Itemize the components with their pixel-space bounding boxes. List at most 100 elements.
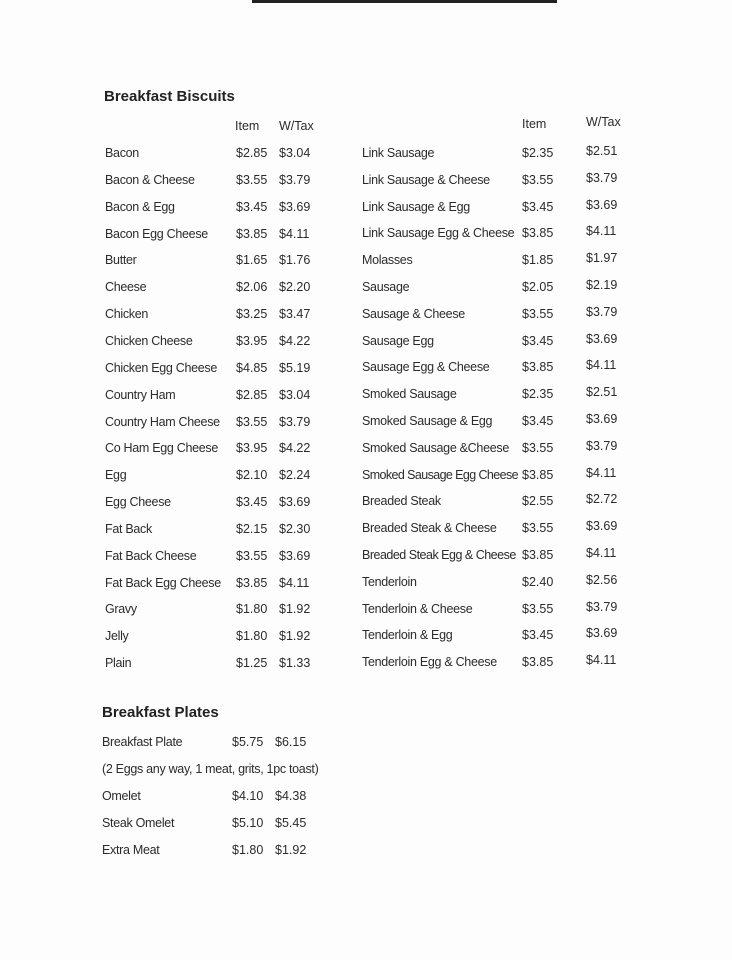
plates-item-name: Breakfast Plate bbox=[102, 735, 183, 749]
right-item-price: $2.35 bbox=[522, 146, 554, 160]
left-item-name: Country Ham bbox=[105, 388, 176, 402]
left-item-name: Plain bbox=[105, 656, 132, 670]
right-item-price-with-tax: $2.72 bbox=[586, 492, 618, 506]
right-item-price-with-tax: $3.69 bbox=[586, 626, 618, 640]
left-item-name: Chicken bbox=[105, 307, 149, 321]
right-item-price-with-tax: $3.69 bbox=[586, 412, 618, 426]
left-item-name: Egg Cheese bbox=[105, 495, 171, 509]
left-item-price: $1.80 bbox=[236, 629, 268, 643]
right-item-name: Breaded Steak bbox=[362, 494, 441, 508]
left-item-price: $1.80 bbox=[236, 602, 268, 616]
biscuits-title: Breakfast Biscuits bbox=[104, 88, 235, 105]
right-item-price-with-tax: $3.69 bbox=[586, 198, 618, 212]
right-item-name: Smoked Sausage & Egg bbox=[362, 414, 493, 428]
right-item-name: Tenderloin Egg & Cheese bbox=[362, 655, 497, 669]
right-item-price-with-tax: $3.79 bbox=[586, 439, 618, 453]
right-item-price: $3.85 bbox=[522, 360, 554, 374]
left-item-price-with-tax: $3.69 bbox=[279, 200, 311, 214]
left-item-price: $2.85 bbox=[236, 146, 268, 160]
right-item-price: $3.45 bbox=[522, 628, 554, 642]
right-item-price-with-tax: $3.79 bbox=[586, 305, 618, 319]
left-item-name: Fat Back Cheese bbox=[105, 549, 197, 563]
left-item-price: $1.65 bbox=[236, 253, 268, 267]
left-item-price: $4.85 bbox=[236, 361, 268, 375]
plates-item-name: Extra Meat bbox=[102, 843, 160, 857]
left-item-price: $2.10 bbox=[236, 468, 268, 482]
left-item-price: $3.85 bbox=[236, 576, 268, 590]
left-item-price-with-tax: $3.04 bbox=[279, 146, 311, 160]
right-item-price-with-tax: $4.11 bbox=[586, 546, 617, 560]
right-item-name: Smoked Sausage bbox=[362, 387, 457, 401]
plates-item-price: $4.10 bbox=[232, 789, 264, 803]
right-item-price-with-tax: $4.11 bbox=[586, 358, 617, 372]
right-item-price-with-tax: $2.19 bbox=[586, 278, 618, 292]
right-item-name: Molasses bbox=[362, 253, 413, 267]
left-item-name: Country Ham Cheese bbox=[105, 415, 220, 429]
right-item-price-with-tax: $2.51 bbox=[586, 144, 618, 158]
right-header-tax: W/Tax bbox=[586, 115, 621, 129]
right-item-price: $3.55 bbox=[522, 441, 554, 455]
left-item-price-with-tax: $3.47 bbox=[279, 307, 311, 321]
left-item-price-with-tax: $3.69 bbox=[279, 549, 311, 563]
left-item-name: Bacon Egg Cheese bbox=[105, 227, 208, 241]
right-item-name: Smoked Sausage Egg Cheese bbox=[362, 468, 519, 482]
plates-item-price-with-tax: $1.92 bbox=[275, 843, 307, 857]
right-item-name: Link Sausage & Cheese bbox=[362, 173, 490, 187]
right-item-price: $3.85 bbox=[522, 548, 554, 562]
left-item-price: $2.15 bbox=[236, 522, 268, 536]
plates-item-price: $5.10 bbox=[232, 816, 264, 830]
right-item-price: $2.55 bbox=[522, 494, 554, 508]
left-item-name: Butter bbox=[105, 253, 137, 267]
left-item-price-with-tax: $2.24 bbox=[279, 468, 311, 482]
right-item-price: $3.45 bbox=[522, 414, 554, 428]
left-item-price-with-tax: $3.04 bbox=[279, 388, 311, 402]
left-item-price-with-tax: $1.76 bbox=[279, 253, 311, 267]
right-item-name: Sausage Egg bbox=[362, 334, 434, 348]
left-item-name: Fat Back bbox=[105, 522, 152, 536]
right-item-price-with-tax: $3.69 bbox=[586, 332, 618, 346]
right-item-name: Sausage bbox=[362, 280, 410, 294]
left-item-name: Bacon & Cheese bbox=[105, 173, 195, 187]
right-item-name: Sausage & Cheese bbox=[362, 307, 465, 321]
right-item-price-with-tax: $3.69 bbox=[586, 519, 618, 533]
left-item-name: Chicken Egg Cheese bbox=[105, 361, 218, 375]
left-item-name: Bacon bbox=[105, 146, 139, 160]
plates-item-price-with-tax: $4.38 bbox=[275, 789, 307, 803]
left-item-price-with-tax: $3.79 bbox=[279, 415, 311, 429]
left-item-price-with-tax: $3.69 bbox=[279, 495, 311, 509]
right-item-price-with-tax: $4.11 bbox=[586, 466, 617, 480]
right-item-price: $2.05 bbox=[522, 280, 554, 294]
plates-item-name: (2 Eggs any way, 1 meat, grits, 1pc toas… bbox=[102, 762, 319, 776]
right-item-name: Link Sausage & Egg bbox=[362, 200, 470, 214]
plates-item-price: $5.75 bbox=[232, 735, 264, 749]
right-item-name: Sausage Egg & Cheese bbox=[362, 360, 490, 374]
right-item-price: $1.85 bbox=[522, 253, 554, 267]
left-item-price-with-tax: $2.30 bbox=[279, 522, 311, 536]
right-item-price-with-tax: $3.79 bbox=[586, 171, 618, 185]
left-item-price-with-tax: $3.79 bbox=[279, 173, 311, 187]
right-item-price-with-tax: $4.11 bbox=[586, 653, 617, 667]
left-item-name: Bacon & Egg bbox=[105, 200, 175, 214]
left-item-price-with-tax: $1.92 bbox=[279, 629, 311, 643]
left-item-price-with-tax: $4.22 bbox=[279, 441, 311, 455]
right-item-price: $3.85 bbox=[522, 468, 554, 482]
plates-item-price-with-tax: $6.15 bbox=[275, 735, 307, 749]
right-item-price: $3.85 bbox=[522, 226, 554, 240]
left-item-price-with-tax: $1.33 bbox=[279, 656, 311, 670]
left-item-name: Fat Back Egg Cheese bbox=[105, 576, 221, 590]
right-item-price-with-tax: $1.97 bbox=[586, 251, 618, 265]
left-item-price: $3.25 bbox=[236, 307, 268, 321]
left-item-price-with-tax: $2.20 bbox=[279, 280, 311, 294]
right-item-name: Breaded Steak & Cheese bbox=[362, 521, 497, 535]
right-item-price-with-tax: $2.51 bbox=[586, 385, 618, 399]
left-item-price: $3.45 bbox=[236, 495, 268, 509]
left-item-price: $3.55 bbox=[236, 173, 268, 187]
plates-item-price: $1.80 bbox=[232, 843, 264, 857]
right-item-name: Breaded Steak Egg & Cheese bbox=[362, 548, 516, 562]
left-item-price: $3.55 bbox=[236, 415, 268, 429]
left-item-price: $3.45 bbox=[236, 200, 268, 214]
plates-item-price-with-tax: $5.45 bbox=[275, 816, 307, 830]
left-item-price: $3.95 bbox=[236, 334, 268, 348]
right-item-price: $3.45 bbox=[522, 200, 554, 214]
left-item-name: Chicken Cheese bbox=[105, 334, 193, 348]
